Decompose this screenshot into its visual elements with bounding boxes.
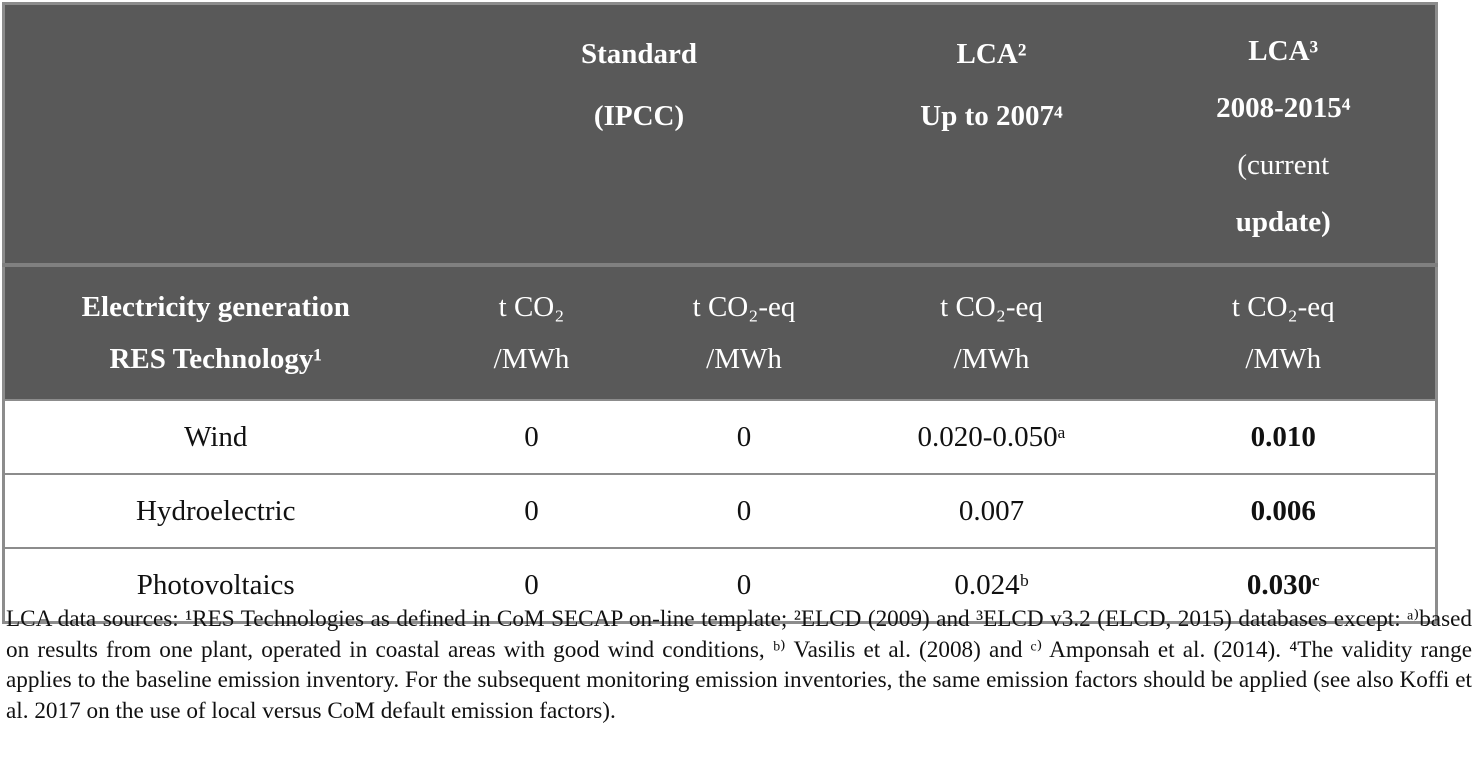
header-text: 2008-2015⁴ bbox=[1216, 92, 1351, 124]
table-row: Photovoltaics 0 0 0.024ᵇ 0.030ᶜ bbox=[3, 547, 1437, 624]
header-text: /MWh bbox=[706, 343, 782, 375]
table-cell: 0 bbox=[426, 399, 637, 475]
table-cell: 0.007 bbox=[851, 473, 1132, 549]
table-cell: 0 bbox=[636, 473, 852, 549]
header-cell: t CO₂-eq/MWh bbox=[636, 263, 852, 400]
header-text: /MWh bbox=[1245, 343, 1322, 375]
header-text: (IPCC) bbox=[593, 100, 685, 132]
header-cell: LCA² Up to 2007⁴ bbox=[851, 3, 1132, 265]
table-row: Wind 0 0 0.020-0.050ᵃ 0.010 bbox=[3, 399, 1437, 475]
table-cell: 0.020-0.050ᵃ bbox=[851, 399, 1132, 475]
header-text: t CO₂-eq bbox=[692, 291, 796, 323]
group-header-row: Standard (IPCC) LCA² Up to 2007⁴ LCA³ 20… bbox=[3, 3, 1437, 265]
table-body: Wind 0 0 0.020-0.050ᵃ 0.010 Hydroelectric 0 0 0.… bbox=[3, 399, 1437, 624]
table-cell: 0 bbox=[636, 547, 852, 624]
table-cell: 0 bbox=[426, 473, 637, 549]
header-text: t CO₂-eq bbox=[940, 291, 1043, 323]
header-text: update) bbox=[1235, 206, 1331, 238]
header-cell bbox=[3, 3, 427, 265]
header-text: /MWh bbox=[493, 343, 570, 375]
header-text: Electricity generation bbox=[81, 291, 350, 323]
header-cell: Standard (IPCC) bbox=[426, 3, 852, 265]
header-text: (current bbox=[1237, 149, 1330, 181]
table-cell: 0 bbox=[426, 547, 637, 624]
header-text: LCA³ bbox=[1248, 35, 1319, 67]
table-cell: 0.006 bbox=[1131, 473, 1437, 549]
header-text: LCA² bbox=[956, 38, 1027, 70]
header-cell: t CO₂-eq/MWh bbox=[851, 263, 1132, 400]
table-cell: 0.030ᶜ bbox=[1131, 547, 1437, 624]
header-text: Standard bbox=[580, 38, 698, 70]
header-cell: t CO₂-eq/MWh bbox=[1131, 263, 1437, 400]
header-cell: Electricity generation RES Technology¹ bbox=[3, 263, 427, 400]
footnote: LCA data sources: ¹RES Technologies as d… bbox=[6, 606, 1472, 724]
header-text: /MWh bbox=[953, 343, 1030, 375]
table-cell: Photovoltaics bbox=[3, 547, 427, 624]
table-cell: 0 bbox=[636, 399, 852, 475]
unit-header-row: Electricity generation RES Technology¹ t C… bbox=[3, 263, 1437, 400]
table-cell: 0.024ᵇ bbox=[851, 547, 1132, 624]
header-text: RES Technology¹ bbox=[109, 343, 323, 375]
header-text: t CO₂ bbox=[498, 291, 565, 323]
table-cell: Hydroelectric bbox=[3, 473, 427, 549]
table-row: Hydroelectric 0 0 0.007 0.006 bbox=[3, 473, 1437, 549]
header-text: t CO₂-eq bbox=[1231, 291, 1335, 323]
header-text: Up to 2007⁴ bbox=[920, 100, 1063, 132]
header-cell: t CO₂/MWh bbox=[426, 263, 637, 400]
emission-table: Standard (IPCC) LCA² Up to 2007⁴ LCA³ 20… bbox=[2, 2, 1439, 624]
table-cell: 0.010 bbox=[1131, 399, 1437, 475]
table-cell: Wind bbox=[3, 399, 427, 475]
header-cell: LCA³ 2008-2015⁴ (current update) bbox=[1131, 3, 1437, 265]
